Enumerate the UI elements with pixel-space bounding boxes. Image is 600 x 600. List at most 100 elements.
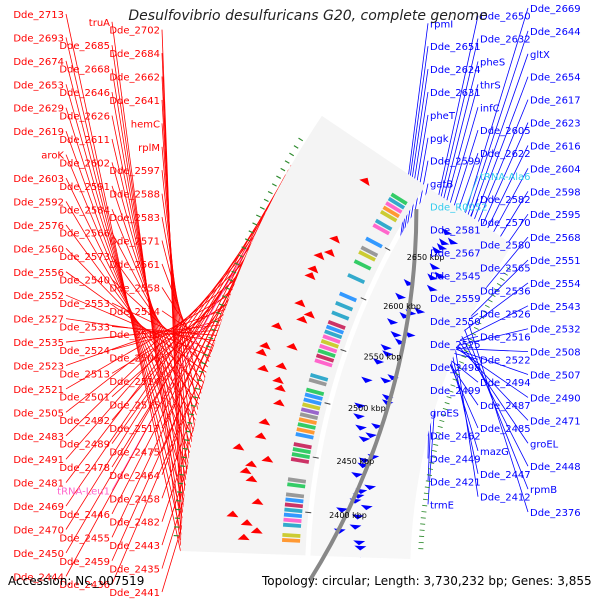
gene-label[interactable]: Dde_2455 bbox=[59, 533, 110, 544]
gene-label[interactable]: Dde_2583 bbox=[109, 213, 160, 224]
forward-gene-arrow[interactable] bbox=[442, 227, 453, 236]
gene-label[interactable]: Dde_2524 bbox=[59, 346, 110, 357]
gene-label[interactable]: Dde_2654 bbox=[530, 73, 581, 84]
forward-gene-arrow[interactable] bbox=[359, 177, 370, 186]
gene-label[interactable]: mazG bbox=[480, 447, 509, 458]
forward-gene-arrow[interactable] bbox=[380, 344, 392, 351]
gene-label[interactable]: Dde_2514 bbox=[109, 377, 160, 388]
gene-label[interactable]: Dde_2441 bbox=[109, 588, 160, 599]
gene-label[interactable]: Dde_2446 bbox=[59, 510, 110, 521]
gene-label[interactable]: Dde_2527 bbox=[13, 315, 64, 326]
forward-gene-arrow[interactable] bbox=[259, 342, 271, 350]
gene-label[interactable]: Dde_2494 bbox=[480, 378, 531, 389]
forward-gene-arrow[interactable] bbox=[294, 299, 306, 308]
gene-label[interactable]: Dde_2526 bbox=[480, 309, 531, 320]
gene-label[interactable]: groEL bbox=[530, 439, 559, 450]
gene-label[interactable]: Dde_2481 bbox=[13, 479, 64, 490]
gene-label[interactable]: Dde_2483 bbox=[13, 432, 64, 443]
forward-gene-arrow[interactable] bbox=[261, 455, 274, 463]
gene-label[interactable]: Dde_2595 bbox=[530, 210, 581, 221]
forward-gene-arrow[interactable] bbox=[245, 475, 258, 483]
forward-gene-arrow[interactable] bbox=[380, 377, 392, 384]
gene-label[interactable]: Dde_2631 bbox=[430, 88, 481, 99]
gene-label[interactable]: Dde_2603 bbox=[13, 174, 64, 185]
gene-label[interactable]: Dde_2584 bbox=[59, 205, 110, 216]
gene-label[interactable]: Dde_2535 bbox=[13, 338, 64, 349]
gene-label[interactable]: Dde_2617 bbox=[530, 96, 581, 107]
gene-label[interactable]: Dde_2490 bbox=[530, 393, 581, 404]
forward-gene-arrow[interactable] bbox=[426, 284, 438, 292]
gene-label[interactable]: Dde_2536 bbox=[480, 287, 531, 298]
forward-gene-arrow[interactable] bbox=[274, 384, 286, 393]
forward-gene-arrow[interactable] bbox=[270, 322, 283, 331]
gene-label[interactable]: rpmI bbox=[430, 19, 453, 30]
forward-gene-arrow[interactable] bbox=[251, 498, 264, 505]
gene-label[interactable]: Dde_2450 bbox=[13, 549, 64, 560]
gene-label[interactable]: Dde_2522 bbox=[480, 355, 531, 366]
forward-gene-arrow[interactable] bbox=[351, 472, 364, 478]
gene-label[interactable]: Dde_2532 bbox=[530, 325, 581, 336]
forward-gene-arrow[interactable] bbox=[237, 533, 250, 541]
forward-gene-arrow[interactable] bbox=[255, 348, 267, 357]
gene-label[interactable]: Dde_2516 bbox=[480, 332, 531, 343]
forward-gene-arrow[interactable] bbox=[307, 265, 319, 274]
gene-label[interactable]: pgk bbox=[430, 134, 449, 145]
forward-gene-arrow[interactable] bbox=[395, 292, 407, 300]
forward-gene-arrow[interactable] bbox=[358, 436, 371, 442]
gene-label[interactable]: infC bbox=[480, 103, 500, 114]
forward-gene-arrow[interactable] bbox=[296, 315, 308, 324]
gene-label[interactable]: Dde_2462 bbox=[430, 432, 481, 443]
gene-label[interactable]: Dde_2412 bbox=[480, 493, 531, 504]
forward-gene-arrow[interactable] bbox=[303, 311, 315, 319]
forward-gene-arrow[interactable] bbox=[371, 423, 383, 429]
gene-label[interactable]: Dde_2513 bbox=[59, 369, 110, 380]
gene-label[interactable]: Dde_2559 bbox=[430, 294, 481, 305]
gene-label[interactable]: Dde_2523 bbox=[13, 361, 64, 372]
gene-label[interactable]: Dde_2482 bbox=[109, 518, 160, 529]
gene-label[interactable]: Dde_2573 bbox=[59, 252, 110, 263]
gene-label[interactable]: trmE bbox=[430, 500, 454, 511]
gene-label[interactable]: Dde_2478 bbox=[59, 463, 110, 474]
gene-label[interactable]: gltX bbox=[530, 50, 550, 61]
gene-label[interactable]: Dde_2581 bbox=[430, 225, 481, 236]
forward-gene-arrow[interactable] bbox=[275, 362, 287, 370]
gene-label[interactable]: Dde_2449 bbox=[430, 455, 481, 466]
gene-label[interactable]: tRNA-Ala6 bbox=[480, 172, 530, 183]
gene-label[interactable]: Dde_2605 bbox=[480, 126, 531, 137]
forward-gene-arrow[interactable] bbox=[286, 343, 298, 351]
gene-label[interactable]: Dde_2534 bbox=[109, 307, 160, 318]
gene-label[interactable]: Dde_2611 bbox=[59, 135, 110, 146]
gene-label[interactable]: Dde_2525 bbox=[430, 340, 481, 351]
gene-label[interactable]: rplM bbox=[138, 143, 160, 154]
gene-label[interactable]: Dde_2685 bbox=[59, 41, 110, 52]
gene-label[interactable]: Dde_2435 bbox=[109, 565, 160, 576]
gene-label[interactable]: Dde_2580 bbox=[480, 241, 531, 252]
gene-label[interactable]: Dde_2506 bbox=[109, 354, 160, 365]
forward-gene-arrow[interactable] bbox=[232, 443, 245, 451]
gene-label[interactable]: pheS bbox=[480, 57, 505, 68]
forward-gene-arrow[interactable] bbox=[258, 418, 271, 426]
gene-label[interactable]: Dde_2517 bbox=[109, 424, 160, 435]
gene-label[interactable]: Dde_2458 bbox=[109, 494, 160, 505]
gene-label[interactable]: Dde_2693 bbox=[13, 33, 64, 44]
gene-label[interactable]: Dde_2684 bbox=[109, 49, 160, 60]
gene-label[interactable]: Dde_2702 bbox=[109, 26, 160, 37]
forward-gene-arrow[interactable] bbox=[414, 307, 426, 314]
gene-label[interactable]: Dde_2464 bbox=[109, 471, 160, 482]
gene-label[interactable]: Dde_2376 bbox=[530, 508, 581, 519]
forward-gene-arrow[interactable] bbox=[354, 545, 367, 551]
forward-gene-arrow[interactable] bbox=[357, 462, 370, 469]
forward-gene-arrow[interactable] bbox=[245, 460, 257, 468]
gene-label[interactable]: Dde_2576 bbox=[13, 221, 64, 232]
gene-label[interactable]: Dde_2646 bbox=[59, 88, 110, 99]
forward-gene-arrow[interactable] bbox=[323, 249, 335, 258]
forward-gene-arrow[interactable] bbox=[434, 271, 446, 279]
gene-label[interactable]: Dde_2653 bbox=[13, 80, 64, 91]
forward-gene-arrow[interactable] bbox=[390, 330, 402, 338]
gene-label[interactable]: Dde_2591 bbox=[59, 182, 110, 193]
gene-label[interactable]: Dde_2662 bbox=[109, 72, 160, 83]
gene-label[interactable]: Dde_2421 bbox=[430, 477, 481, 488]
forward-gene-arrow[interactable] bbox=[272, 376, 284, 385]
gene-label[interactable]: hemC bbox=[131, 119, 160, 130]
forward-gene-arrow[interactable] bbox=[353, 413, 365, 420]
